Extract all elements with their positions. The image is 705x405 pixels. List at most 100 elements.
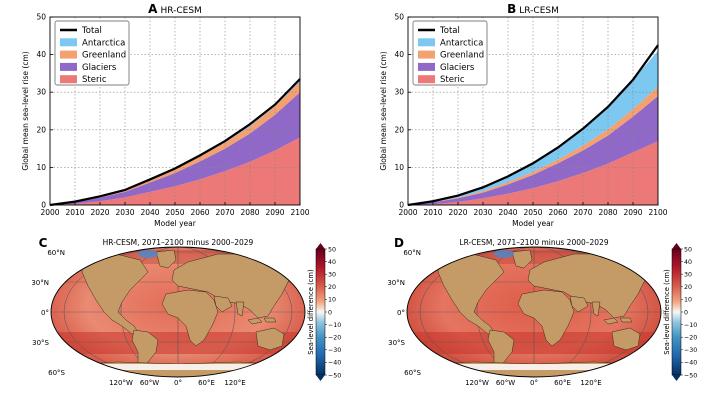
- lon-label: 60°E: [554, 379, 571, 387]
- y-axis-label: Global mean sea-level rise (cm): [379, 51, 388, 170]
- legend-swatch-antarctica: [60, 38, 77, 47]
- colorbar-extend-top: [316, 243, 325, 249]
- x-tick-label: 2040: [498, 208, 517, 217]
- y-tick-label: 50: [36, 13, 46, 22]
- lat-label: 30°N: [31, 279, 49, 287]
- colorbar: [315, 248, 326, 376]
- series-total-line: [49, 78, 301, 207]
- y-tick-label: 30: [36, 88, 46, 97]
- landmass: [247, 317, 277, 325]
- landmass: [511, 249, 533, 269]
- lat-label: 60°N: [47, 249, 65, 257]
- colorbar-tick-label: −20: [328, 335, 341, 342]
- lon-label: 120°E: [580, 379, 601, 387]
- lon-label: 120°W: [465, 379, 489, 387]
- legend-label-greenland: Greenland: [440, 51, 484, 61]
- lat-label: 0°: [397, 309, 405, 317]
- arctic-ocean-patch: [138, 250, 158, 258]
- lat-label: 60°S: [404, 369, 421, 377]
- legend-label-glaciers: Glaciers: [82, 63, 117, 73]
- colorbar-tick-label: 30: [328, 272, 336, 279]
- x-tick-label: 2050: [523, 208, 542, 217]
- landmass: [161, 289, 219, 347]
- x-tick-label: 2090: [623, 208, 642, 217]
- map-title: LR-CESM, 2071–2100 minus 2000–2029: [459, 238, 608, 247]
- panel-a: 2000 2010 2020 2030 2040 2050 2060 2070 2080 2090…: [21, 2, 310, 228]
- legend-label-antarctica: Antarctica: [440, 38, 483, 48]
- colorbar-tick-label: 0: [328, 309, 332, 316]
- y-tick-label: 50: [394, 13, 404, 22]
- colorbar-tick-label: −30: [684, 347, 697, 354]
- y-tick-label: 0: [399, 201, 404, 210]
- colorbar-tick-label: 20: [328, 284, 336, 291]
- landmass: [213, 295, 245, 317]
- legend-label-total: Total: [81, 26, 102, 36]
- landmass: [81, 253, 149, 335]
- colorbar-tick-label: −30: [328, 347, 341, 354]
- y-tick-label: 10: [394, 163, 404, 172]
- colorbar-tick-label: 50: [328, 246, 336, 253]
- legend-label-steric: Steric: [440, 75, 465, 85]
- x-tick-label: 2020: [448, 208, 467, 217]
- lon-label: 0°: [530, 379, 538, 387]
- y-tick-label: 30: [394, 88, 404, 97]
- colorbar-tick-label: 30: [684, 272, 692, 279]
- colorbar-label: Sea-level difference (cm): [663, 269, 671, 355]
- x-tick-label: 2000: [398, 208, 417, 217]
- chart-title: A HR-CESM: [148, 2, 202, 16]
- x-tick-label: 2040: [140, 208, 159, 217]
- legend-swatch-glaciers: [418, 62, 435, 71]
- legend-label-greenland: Greenland: [82, 51, 126, 61]
- colorbar-extend-bottom: [316, 375, 325, 381]
- colorbar-tick-label: 50: [684, 246, 692, 253]
- legend-swatch-steric: [418, 75, 435, 84]
- panel-c: HR-CESM, 2071–2100 minus 2000–2029 C60°N 3…: [31, 236, 341, 387]
- colorbar-tick-label: −20: [684, 335, 697, 342]
- lon-label: 60°E: [198, 379, 215, 387]
- lat-label: 30°S: [388, 339, 405, 347]
- landmass: [155, 249, 177, 269]
- colorbar-extend-top: [672, 243, 681, 249]
- lat-label: 60°S: [48, 369, 65, 377]
- map-title: HR-CESM, 2071–2100 minus 2000–2029: [103, 238, 254, 247]
- sea-ice-south: [51, 364, 305, 370]
- lat-label: 30°N: [387, 279, 405, 287]
- legend-label-antarctica: Antarctica: [82, 38, 125, 48]
- colorbar-extend-bottom: [672, 375, 681, 381]
- x-tick-label: 2030: [115, 208, 134, 217]
- y-tick-label: 10: [36, 163, 46, 172]
- landmass: [569, 295, 601, 317]
- lon-label: 120°E: [224, 379, 245, 387]
- x-tick-label: 2060: [190, 208, 209, 217]
- colorbar-tick-label: 10: [328, 297, 336, 304]
- x-tick-label: 2010: [423, 208, 442, 217]
- colorbar-tick-label: −10: [684, 322, 697, 329]
- landmass: [255, 327, 285, 351]
- y-tick-label: 0: [41, 201, 46, 210]
- legend-swatch-glaciers: [60, 62, 77, 71]
- colorbar-tick-label: 20: [684, 284, 692, 291]
- chart-title: B LR-CESM: [507, 2, 559, 16]
- lat-label: 60°N: [403, 249, 421, 257]
- landmass: [517, 289, 575, 347]
- colorbar-tick-label: −40: [684, 360, 697, 367]
- lon-label: 60°W: [496, 379, 515, 387]
- lon-label: 60°W: [140, 379, 159, 387]
- colorbar-tick-label: 10: [684, 297, 692, 304]
- graticule-lon: [63, 247, 293, 377]
- x-tick-label: 2100: [290, 208, 309, 217]
- x-tick-label: 2080: [240, 208, 259, 217]
- y-axis-label: Global mean sea-level rise (cm): [21, 51, 30, 170]
- landmass: [437, 253, 505, 335]
- x-tick-label: 2070: [215, 208, 234, 217]
- colorbar-tick-label: 0: [684, 309, 688, 316]
- y-tick-label: 40: [394, 50, 404, 59]
- area-steric: [408, 141, 658, 205]
- lon-label: 0°: [174, 379, 182, 387]
- x-tick-label: 2100: [648, 208, 667, 217]
- map-border: [406, 246, 662, 378]
- colorbar-tick-label: 40: [328, 259, 336, 266]
- legend-swatch-greenland: [60, 50, 77, 59]
- x-tick-label: 2090: [265, 208, 284, 217]
